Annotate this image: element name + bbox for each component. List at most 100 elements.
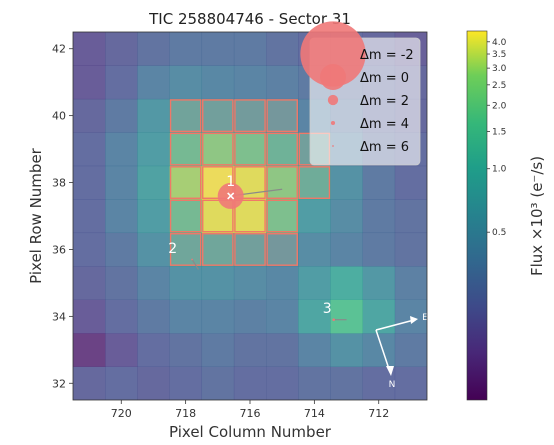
heatmap-pixel [201,232,235,267]
aperture-pixel [169,233,202,266]
y-axis-title: Pixel Row Number [27,147,45,284]
x-axis-ticks: 720 718 716 714 712 [111,400,389,420]
heatmap-pixel [73,32,106,66]
heatmap-pixel [233,299,267,334]
heatmap-pixel [233,366,267,400]
heatmap-pixel [137,98,170,133]
heatmap-pixel [298,232,331,267]
heatmap-pixel [266,266,299,300]
aperture-pixel [298,166,331,199]
heatmap-pixel [233,32,267,66]
heatmap-pixel [394,366,427,400]
heatmap-pixel [169,333,203,367]
aperture-pixel [169,199,202,233]
y-tick-label: 40 [52,110,66,123]
heatmap-pixel [105,32,138,66]
legend-label: Δm = -2 [360,48,414,63]
heatmap-pixel [266,299,299,334]
y-tick-label: 36 [52,243,66,256]
heatmap-pixel [73,366,106,400]
heatmap-pixel [266,32,299,66]
compass: N E [375,313,428,390]
colorbar-tick-label: 0.5 [492,228,506,238]
heatmap-pixel [362,232,396,267]
heatmap-pixel [394,333,427,367]
target-cross-marker [227,192,235,200]
aperture-pixel [234,199,266,233]
legend-label: Δm = 6 [360,140,409,155]
heatmap-pixel [137,366,170,400]
heatmap-pixel [362,199,396,234]
aperture-pixel [266,233,298,266]
heatmap-pixel [73,199,106,234]
heatmap-pixel [330,199,363,234]
heatmap-pixel [201,65,235,100]
heatmap-pixel [266,165,299,200]
heatmap-pixel [169,232,203,267]
aperture-pixel [266,99,298,133]
heatmap-pixel [169,165,203,200]
heatmap-pixel [266,333,299,367]
aperture-pixel [266,199,298,233]
heatmap-pixel [105,98,138,133]
heatmap-pixel [233,132,267,167]
x-tick-label: 718 [175,407,196,420]
compass-east-arrow [375,319,415,331]
heatmap-pixel [137,299,170,334]
compass-north-label: N [389,380,396,390]
star-label: 1 [226,174,235,190]
heatmap-pixel [105,333,138,367]
heatmap-pixel [137,165,170,200]
heatmap-pixel [266,132,299,167]
heatmap-pixel [169,366,203,400]
legend: Δm = -2 Δm = 0 Δm = 2 Δm = 4 Δm = 6 [300,21,421,166]
heatmap-pixel [298,299,331,334]
x-tick-label: 714 [304,407,325,420]
heatmap-pixel [105,266,138,300]
compass-north-arrowhead [386,366,394,376]
colorbar-gradient [466,30,488,401]
colorbar-tick-label: 1.5 [492,128,506,138]
heatmap-pixel [362,266,396,300]
heatmap-pixel [266,98,299,133]
colorbar-tick-label: 1.0 [492,165,507,175]
compass-north-arrow [375,329,391,373]
legend-label: Δm = 2 [360,94,409,109]
heatmap-pixel [201,299,235,334]
aperture-pixel [202,199,234,233]
heatmap-pixel [394,165,427,200]
aperture-pixel [169,99,202,133]
stars: 1 2 3 [168,174,335,322]
aperture-pixel [202,99,234,133]
x-axis-title: Pixel Column Number [169,423,332,441]
heatmap-pixel [105,132,138,167]
heatmap-pixel [266,232,299,267]
colorbar-tick-label: 3.5 [492,50,506,60]
star-label: 2 [168,241,177,257]
heatmap-pixel [298,165,331,200]
heatmap-pixel [233,333,267,367]
heatmap-pixel [330,232,363,267]
aperture-pixel [266,166,298,199]
heatmap [73,32,427,400]
aperture-pixel [169,132,202,166]
legend-marker [320,64,346,90]
heatmap-pixel [73,132,106,167]
heatmap-pixel [105,366,138,400]
heatmap-pixel [137,333,170,367]
aperture-pixel [169,166,202,199]
heatmap-pixel [330,266,363,300]
colorbar-tick-label: 2.0 [492,101,507,111]
heatmap-pixel [330,366,363,400]
heatmap-pixel [169,299,203,334]
heatmap-pixel [233,266,267,300]
heatmap-pixel [169,199,203,234]
heatmap-pixel [201,132,235,167]
heatmap-pixel [233,65,267,100]
heatmap-pixel [201,333,235,367]
heatmap-pixel [73,65,106,100]
heatmap-pixel [201,32,235,66]
chart-title: TIC 258804746 - Sector 31 [148,10,351,28]
compass-east-label: E [422,313,428,323]
